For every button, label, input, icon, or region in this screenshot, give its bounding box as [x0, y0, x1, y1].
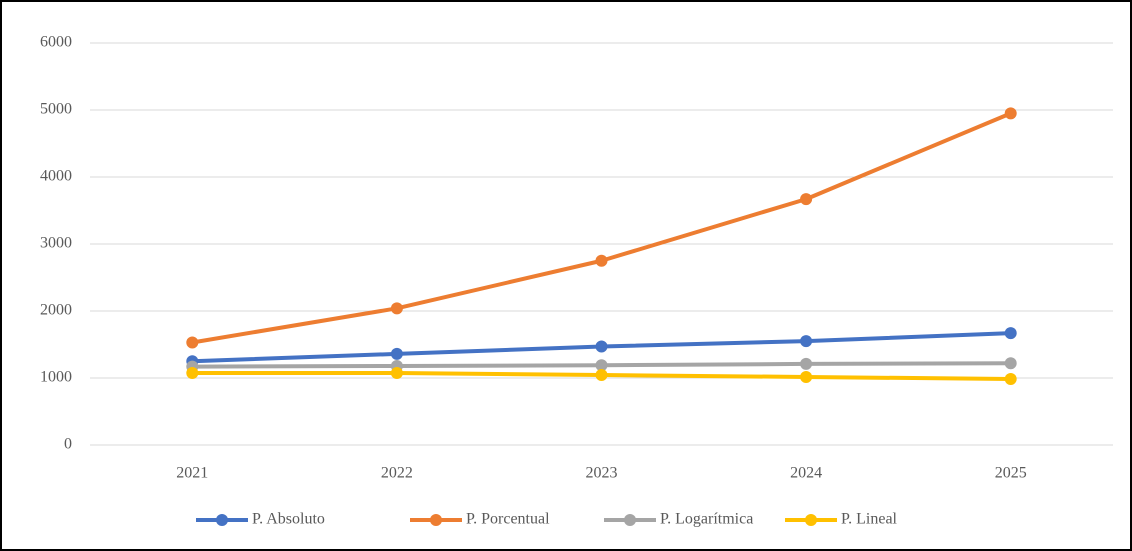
legend-label: P. Logarítmica — [660, 511, 753, 528]
point — [800, 370, 813, 383]
point — [186, 336, 199, 349]
legend-label: P. Lineal — [841, 511, 898, 528]
x-tick-label: 2022 — [381, 465, 413, 482]
y-tick-label: 5000 — [40, 101, 72, 118]
point — [390, 366, 403, 379]
point — [800, 193, 813, 206]
y-tick-label: 3000 — [40, 235, 72, 252]
point — [1004, 373, 1017, 386]
point — [800, 335, 813, 348]
x-tick-label: 2021 — [176, 465, 208, 482]
y-tick-label: 0 — [64, 436, 72, 453]
point — [186, 366, 199, 379]
point — [1004, 357, 1017, 370]
point — [595, 359, 608, 372]
point — [800, 357, 813, 370]
point — [595, 340, 608, 353]
point — [390, 347, 403, 360]
point — [1004, 327, 1017, 340]
x-tick-label: 2023 — [586, 465, 618, 482]
y-tick-label: 1000 — [40, 369, 72, 386]
legend-label: P. Porcentual — [466, 511, 550, 528]
point — [1004, 107, 1017, 120]
x-tick-label: 2024 — [790, 465, 822, 482]
point — [390, 302, 403, 315]
y-tick-label: 2000 — [40, 302, 72, 319]
y-tick-label: 6000 — [40, 34, 72, 51]
legend-label: P. Absoluto — [252, 511, 325, 528]
legend-marker — [805, 514, 817, 526]
x-tick-label: 2025 — [995, 465, 1027, 482]
y-tick-label: 4000 — [40, 168, 72, 185]
point — [595, 254, 608, 267]
legend-marker — [430, 514, 442, 526]
legend-marker — [216, 514, 228, 526]
point — [595, 368, 608, 381]
legend-marker — [624, 514, 636, 526]
